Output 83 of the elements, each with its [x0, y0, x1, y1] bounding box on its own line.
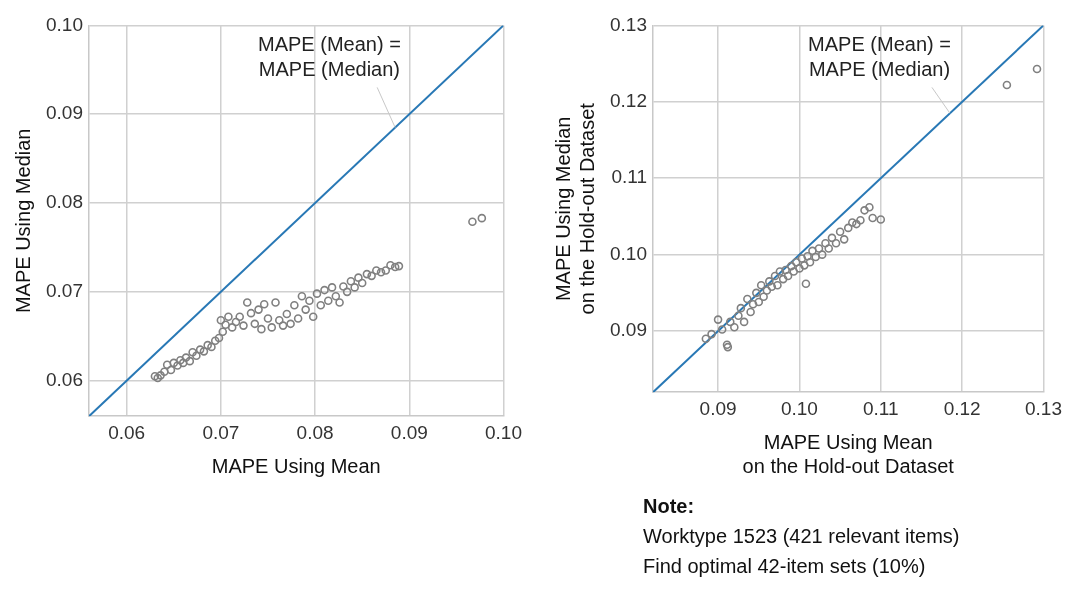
- point: [707, 329, 716, 339]
- y-axis-title: MAPE Using Median: [11, 128, 34, 314]
- point: [865, 202, 874, 212]
- annotation: MAPE (Mean) = MAPE (Median): [808, 32, 951, 80]
- point: [811, 252, 820, 262]
- point: [803, 251, 812, 261]
- point: [770, 271, 780, 281]
- point: [786, 261, 796, 271]
- point: [739, 317, 749, 327]
- y-tick-label: 0.11: [611, 166, 647, 188]
- point: [835, 227, 845, 237]
- point: [754, 297, 764, 307]
- point: [713, 315, 723, 324]
- point: [831, 238, 841, 248]
- text: Note:: [643, 494, 696, 519]
- point: [756, 280, 766, 290]
- point: [856, 215, 865, 225]
- point: [781, 265, 790, 275]
- point: [801, 279, 811, 288]
- point: [821, 238, 830, 248]
- point: [717, 325, 727, 334]
- x-tick-label: 0.07: [202, 421, 240, 443]
- point: [1002, 80, 1012, 90]
- point: [824, 244, 834, 253]
- point: [827, 233, 837, 243]
- x-tick-label: 0.08: [296, 421, 334, 443]
- point: [778, 274, 788, 284]
- x-tick-label: 0.06: [108, 421, 146, 443]
- x-tick-label: 0.09: [699, 397, 737, 419]
- point: [797, 254, 807, 263]
- point: [759, 292, 768, 301]
- point: [800, 261, 809, 270]
- y-tick-label: 0.10: [46, 13, 83, 35]
- x-axis-title: MAPE Using Mean: [211, 454, 381, 477]
- point: [805, 257, 815, 267]
- point: [1032, 64, 1042, 74]
- annotation: MAPE (Mean) = MAPE (Median): [257, 32, 401, 80]
- point: [730, 322, 739, 332]
- y-tick-label: 0.08: [46, 191, 83, 213]
- point: [868, 213, 877, 223]
- point: [767, 282, 777, 292]
- point: [814, 244, 824, 253]
- y-tick-label: 0.09: [610, 319, 647, 341]
- y-tick-label: 0.06: [46, 368, 83, 390]
- point: [762, 286, 772, 295]
- text: Worktype 1523 (421 relevant items): [643, 524, 961, 549]
- x-tick-label: 0.09: [390, 421, 428, 443]
- y-tick-label: 0.13: [610, 13, 647, 35]
- point: [701, 334, 711, 344]
- y-tick-label: 0.10: [610, 242, 647, 264]
- point: [765, 277, 774, 286]
- point: [736, 303, 746, 313]
- point: [843, 223, 853, 233]
- point: [791, 257, 801, 267]
- point: [852, 219, 861, 229]
- point: [748, 300, 758, 309]
- x-tick-label: 0.12: [943, 397, 981, 419]
- point: [808, 246, 817, 256]
- x-tick-label: 0.10: [485, 421, 522, 443]
- x-tick-label: 0.13: [1025, 397, 1062, 419]
- point: [734, 311, 743, 321]
- point: [746, 307, 755, 317]
- point: [789, 267, 799, 276]
- x-tick-label: 0.11: [863, 397, 899, 419]
- y-tick-label: 0.09: [46, 102, 83, 124]
- x-tick-label: 0.10: [780, 397, 818, 419]
- point: [783, 271, 793, 281]
- y-tick-label: 0.07: [46, 280, 83, 302]
- y-tick-label: 0.12: [610, 90, 647, 112]
- point: [775, 267, 785, 276]
- point: [725, 317, 735, 327]
- y-axis-title: MAPE Using Median on the Hold-out Dataset: [551, 102, 598, 315]
- point: [860, 206, 869, 215]
- point: [839, 235, 849, 244]
- x-axis-title: MAPE Using Mean on the Hold-out Dataset: [742, 430, 955, 477]
- point: [752, 288, 761, 298]
- point: [743, 294, 752, 304]
- point: [795, 264, 804, 273]
- point: [848, 218, 857, 227]
- point: [817, 250, 827, 259]
- point: [773, 280, 782, 290]
- point: [876, 215, 886, 224]
- text: Find optimal 42-item sets (10%): [643, 554, 927, 579]
